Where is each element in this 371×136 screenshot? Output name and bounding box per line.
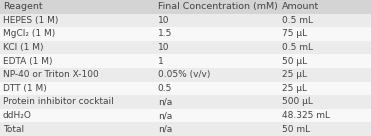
Text: Protein inhibitor cocktail: Protein inhibitor cocktail [3,98,114,106]
Text: Reagent: Reagent [3,2,43,11]
Text: n/a: n/a [158,125,172,134]
Text: 10: 10 [158,43,169,52]
Text: HEPES (1 M): HEPES (1 M) [3,16,58,25]
Text: 0.5: 0.5 [158,84,172,93]
Text: EDTA (1 M): EDTA (1 M) [3,57,52,66]
Text: 10: 10 [158,16,169,25]
Text: 25 μL: 25 μL [282,70,307,79]
Bar [0,0,371,14]
Text: 0.05% (v/v): 0.05% (v/v) [158,70,210,79]
Text: 1: 1 [158,57,163,66]
Text: 50 mL: 50 mL [282,125,310,134]
Text: DTT (1 M): DTT (1 M) [3,84,47,93]
Text: MgCl₂ (1 M): MgCl₂ (1 M) [3,30,55,38]
Text: n/a: n/a [158,111,172,120]
Text: 50 μL: 50 μL [282,57,307,66]
Bar [0,109,371,122]
Bar [0,82,371,95]
Text: 500 μL: 500 μL [282,98,313,106]
Bar [0,27,371,41]
Text: Amount: Amount [282,2,319,11]
Bar [0,41,371,54]
Text: KCl (1 M): KCl (1 M) [3,43,43,52]
Text: 48.325 mL: 48.325 mL [282,111,330,120]
Text: 75 μL: 75 μL [282,30,307,38]
Text: 1.5: 1.5 [158,30,172,38]
Text: ddH₂O: ddH₂O [3,111,32,120]
Bar [0,122,371,136]
Text: Final Concentration (mM): Final Concentration (mM) [158,2,278,11]
Text: 25 μL: 25 μL [282,84,307,93]
Bar [0,95,371,109]
Text: 0.5 mL: 0.5 mL [282,16,313,25]
Text: 0.5 mL: 0.5 mL [282,43,313,52]
Text: NP-40 or Triton X-100: NP-40 or Triton X-100 [3,70,99,79]
Text: Total: Total [3,125,24,134]
Bar [0,14,371,27]
Text: n/a: n/a [158,98,172,106]
Bar [0,54,371,68]
Bar [0,68,371,82]
